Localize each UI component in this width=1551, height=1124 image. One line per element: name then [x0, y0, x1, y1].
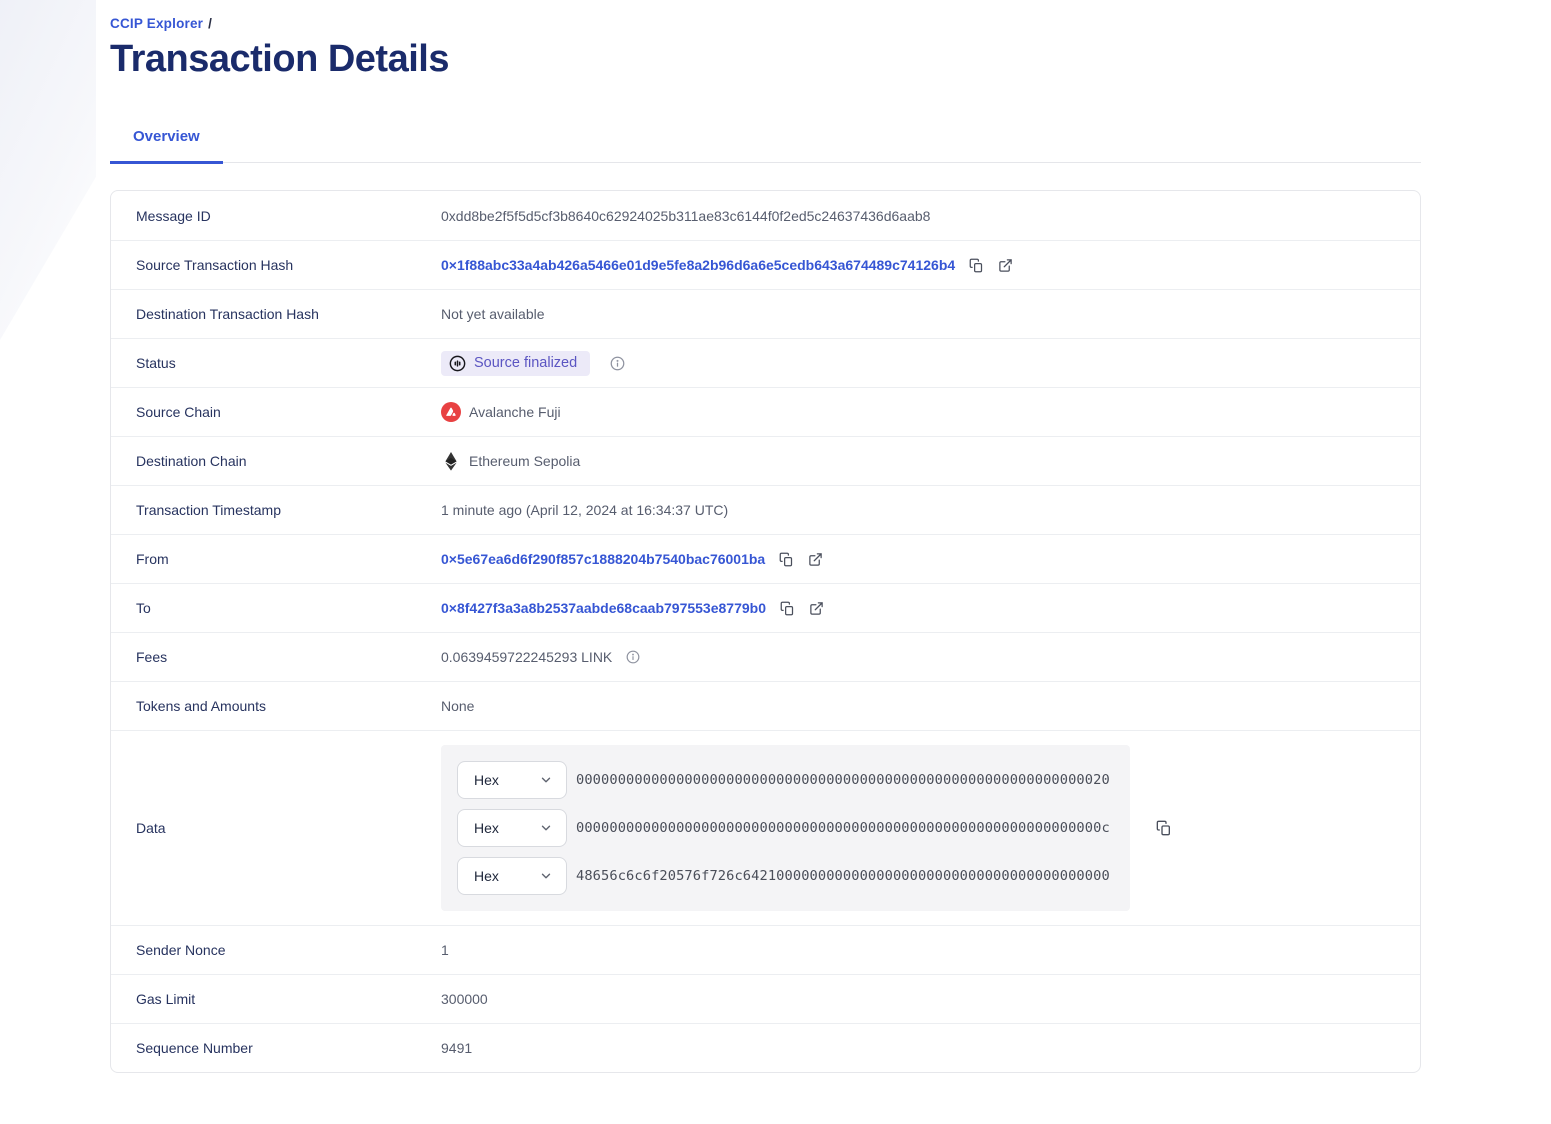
details-table: Message ID 0xdd8be2f5f5d5cf3b8640c629240…	[110, 190, 1421, 1073]
fees-value: 0.0639459722245293 LINK	[441, 649, 613, 665]
data-line: Hex 000000000000000000000000000000000000…	[457, 809, 1114, 847]
data-format-select[interactable]: Hex	[457, 809, 567, 847]
sender-nonce-value: 1	[441, 942, 449, 958]
breadcrumb-separator: /	[208, 16, 213, 31]
table-row-sequence-number: Sequence Number 9491	[111, 1023, 1420, 1072]
data-line: Hex 48656c6c6f20576f726c6421000000000000…	[457, 857, 1114, 895]
copy-icon[interactable]	[1156, 820, 1172, 836]
message-id-value: 0xdd8be2f5f5d5cf3b8640c62924025b311ae83c…	[441, 207, 931, 224]
tab-bar: Overview	[110, 128, 1421, 164]
table-row-message-id: Message ID 0xdd8be2f5f5d5cf3b8640c629240…	[111, 191, 1420, 240]
data-panel: Hex 000000000000000000000000000000000000…	[441, 745, 1130, 911]
table-row-source-chain: Source Chain Avalanche Fuji	[111, 387, 1420, 436]
copy-icon[interactable]	[969, 258, 984, 273]
row-label: Source Chain	[136, 404, 221, 420]
data-format-select[interactable]: Hex	[457, 857, 567, 895]
row-label: Transaction Timestamp	[136, 502, 281, 518]
breadcrumb: CCIP Explorer /	[110, 16, 1551, 31]
copy-icon[interactable]	[780, 601, 795, 616]
row-label: To	[136, 600, 151, 616]
external-link-icon[interactable]	[809, 601, 824, 616]
external-link-icon[interactable]	[998, 258, 1013, 273]
dest-chain-name: Ethereum Sepolia	[469, 453, 581, 469]
timestamp-value: 1 minute ago (April 12, 2024 at 16:34:37…	[441, 502, 729, 518]
row-label: Tokens and Amounts	[136, 698, 266, 714]
data-line: Hex 000000000000000000000000000000000000…	[457, 761, 1114, 799]
avalanche-logo-icon	[441, 402, 461, 422]
row-label: Sequence Number	[136, 1040, 253, 1056]
table-row-dest-tx-hash: Destination Transaction Hash Not yet ava…	[111, 289, 1420, 338]
info-icon[interactable]	[626, 650, 640, 664]
table-row-status: Status Source finalized	[111, 338, 1420, 387]
table-row-gas-limit: Gas Limit 300000	[111, 974, 1420, 1023]
data-format-selected: Hex	[474, 820, 499, 836]
table-row-timestamp: Transaction Timestamp 1 minute ago (Apri…	[111, 485, 1420, 534]
page-title: Transaction Details	[110, 38, 449, 80]
breadcrumb-link-ccip-explorer[interactable]: CCIP Explorer	[110, 16, 204, 31]
data-format-selected: Hex	[474, 868, 499, 884]
info-icon[interactable]	[610, 356, 625, 371]
row-label: Data	[136, 820, 166, 836]
sequence-number-value: 9491	[441, 1040, 473, 1056]
status-badge: Source finalized	[441, 350, 591, 376]
table-row-to: To 0×8f427f3a3a8b2537aabde68caab797553e8…	[111, 583, 1420, 632]
status-paused-icon	[449, 355, 466, 372]
row-label: From	[136, 551, 169, 567]
data-format-selected: Hex	[474, 772, 499, 788]
ethereum-logo-icon	[441, 451, 461, 471]
row-label: Message ID	[136, 207, 211, 224]
row-label: Destination Transaction Hash	[136, 306, 319, 322]
table-row-fees: Fees 0.0639459722245293 LINK	[111, 632, 1420, 681]
chevron-down-icon	[539, 773, 553, 787]
data-format-select[interactable]: Hex	[457, 761, 567, 799]
transaction-details-page: CCIP Explorer / Transaction Details Overv…	[110, 16, 1551, 1073]
data-hex-line: 0000000000000000000000000000000000000000…	[576, 772, 1110, 788]
dest-tx-hash-value: Not yet available	[441, 306, 545, 322]
chevron-down-icon	[539, 821, 553, 835]
status-badge-label: Source finalized	[474, 355, 578, 371]
external-link-icon[interactable]	[808, 552, 823, 567]
table-row-data: Data Hex 0000000000000000000000000000000…	[111, 730, 1420, 925]
source-tx-hash-link[interactable]: 0×1f88abc33a4ab426a5466e01d9e5fe8a2b96d6…	[441, 257, 956, 273]
gas-limit-value: 300000	[441, 991, 488, 1007]
row-label: Status	[136, 355, 176, 371]
tokens-value: None	[441, 698, 475, 714]
copy-icon[interactable]	[779, 552, 794, 567]
table-row-dest-chain: Destination Chain Ethereum Sepolia	[111, 436, 1420, 485]
data-hex-line: 0000000000000000000000000000000000000000…	[576, 820, 1110, 836]
row-label: Gas Limit	[136, 991, 196, 1007]
data-hex-line: 48656c6c6f20576f726c64210000000000000000…	[576, 868, 1110, 884]
table-row-from: From 0×5e67ea6d6f290f857c1888204b7540bac…	[111, 534, 1420, 583]
to-address-link[interactable]: 0×8f427f3a3a8b2537aabde68caab797553e8779…	[441, 600, 766, 616]
row-label: Destination Chain	[136, 453, 247, 469]
row-label: Source Transaction Hash	[136, 257, 294, 273]
table-row-sender-nonce: Sender Nonce 1	[111, 925, 1420, 974]
source-chain-name: Avalanche Fuji	[469, 404, 561, 420]
tab-overview[interactable]: Overview	[110, 128, 223, 164]
row-label: Fees	[136, 649, 168, 665]
table-row-tokens: Tokens and Amounts None	[111, 681, 1420, 730]
chevron-down-icon	[539, 869, 553, 883]
row-label: Sender Nonce	[136, 942, 226, 958]
table-row-source-tx-hash: Source Transaction Hash 0×1f88abc33a4ab4…	[111, 240, 1420, 289]
from-address-link[interactable]: 0×5e67ea6d6f290f857c1888204b7540bac76001…	[441, 551, 766, 567]
